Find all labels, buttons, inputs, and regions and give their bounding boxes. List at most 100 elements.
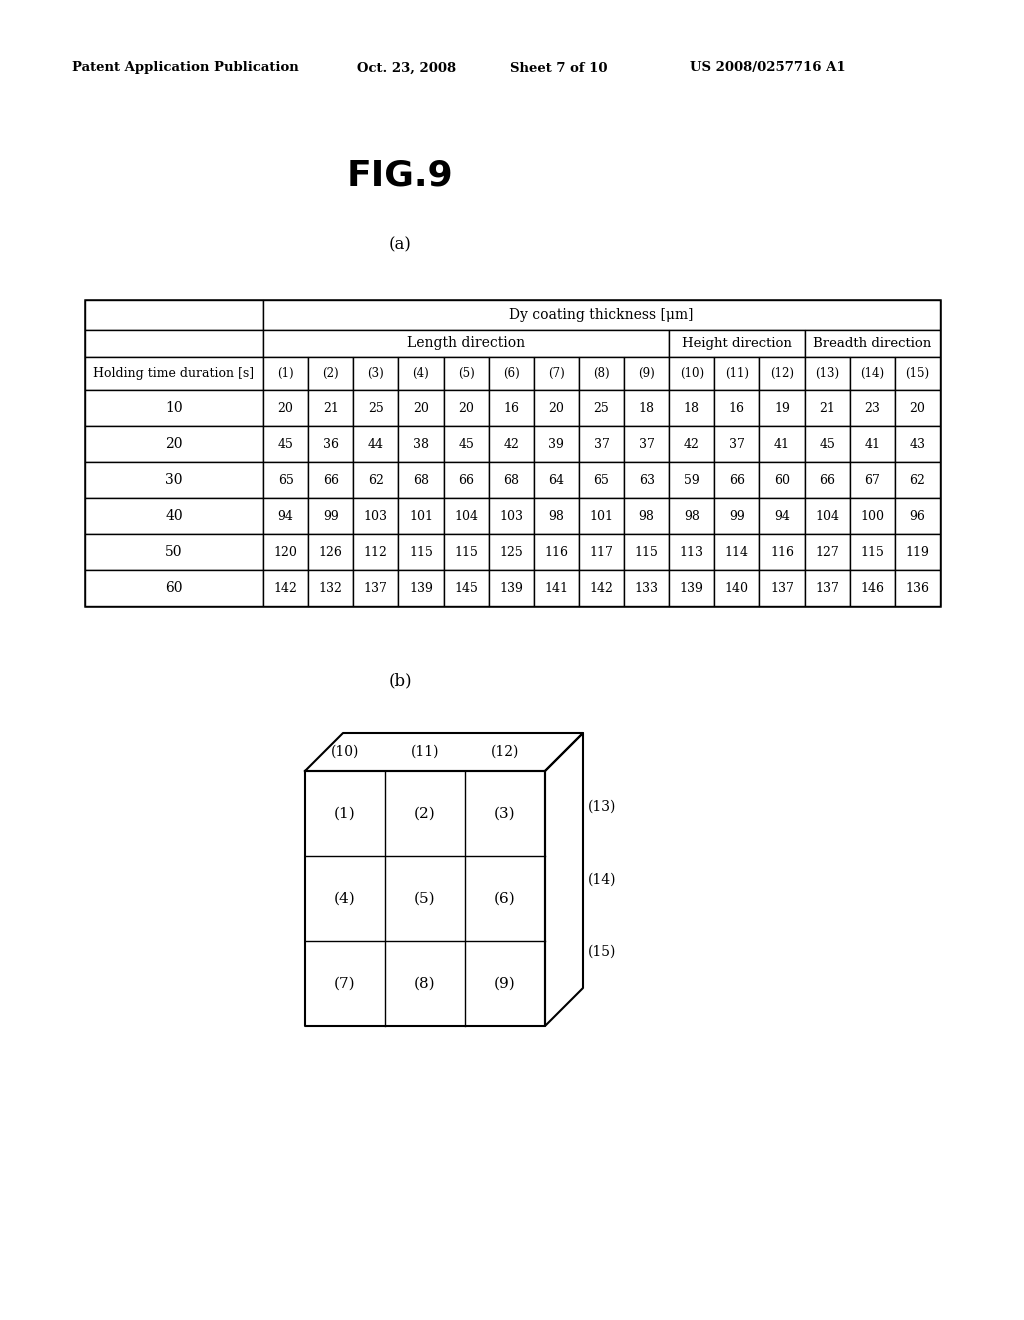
Bar — [715, 570, 760, 606]
Text: Patent Application Publication: Patent Application Publication — [72, 62, 299, 74]
Bar — [624, 462, 670, 498]
Bar — [850, 462, 895, 498]
Text: 98: 98 — [549, 510, 564, 523]
Text: 66: 66 — [729, 474, 744, 487]
Text: (11): (11) — [725, 367, 749, 380]
Bar — [895, 426, 940, 462]
Bar — [85, 498, 263, 535]
Text: (9): (9) — [495, 977, 516, 990]
Bar — [443, 498, 488, 535]
Bar — [263, 498, 308, 535]
Bar — [805, 330, 940, 356]
Text: 66: 66 — [458, 474, 474, 487]
Polygon shape — [305, 733, 583, 771]
Text: 42: 42 — [684, 437, 699, 450]
Text: (3): (3) — [368, 367, 384, 380]
Text: (4): (4) — [413, 367, 429, 380]
Bar — [895, 389, 940, 426]
Text: 117: 117 — [590, 545, 613, 558]
Text: 137: 137 — [770, 582, 794, 594]
Text: 45: 45 — [819, 437, 836, 450]
Text: 37: 37 — [729, 437, 744, 450]
Text: 41: 41 — [774, 437, 791, 450]
Bar — [760, 426, 805, 462]
Bar — [534, 356, 579, 389]
Text: 98: 98 — [639, 510, 654, 523]
Bar — [263, 426, 308, 462]
Text: 21: 21 — [819, 401, 836, 414]
Bar — [850, 535, 895, 570]
Bar — [624, 389, 670, 426]
Polygon shape — [545, 733, 583, 1026]
Bar — [308, 498, 353, 535]
Text: 36: 36 — [323, 437, 339, 450]
Bar — [85, 570, 263, 606]
Text: Sheet 7 of 10: Sheet 7 of 10 — [510, 62, 607, 74]
Text: 120: 120 — [273, 545, 298, 558]
Text: FIG.9: FIG.9 — [347, 158, 454, 191]
Text: (1): (1) — [334, 807, 356, 821]
Bar — [534, 389, 579, 426]
Bar — [760, 356, 805, 389]
Text: 37: 37 — [639, 437, 654, 450]
Text: (1): (1) — [278, 367, 294, 380]
Bar — [398, 498, 443, 535]
Bar — [85, 389, 263, 426]
Bar — [488, 389, 534, 426]
Text: Length direction: Length direction — [407, 337, 525, 351]
Bar — [353, 535, 398, 570]
Bar — [805, 426, 850, 462]
Bar — [85, 462, 263, 498]
Text: (8): (8) — [414, 977, 436, 990]
Text: 20: 20 — [458, 401, 474, 414]
Text: (11): (11) — [411, 744, 439, 759]
Text: 45: 45 — [278, 437, 294, 450]
Bar — [715, 535, 760, 570]
Bar — [850, 356, 895, 389]
Bar — [85, 300, 263, 330]
Text: 63: 63 — [639, 474, 654, 487]
Text: 21: 21 — [323, 401, 339, 414]
Text: 99: 99 — [323, 510, 339, 523]
Bar — [670, 462, 715, 498]
Bar — [85, 535, 263, 570]
Bar — [850, 389, 895, 426]
Text: 23: 23 — [864, 401, 881, 414]
Bar — [760, 570, 805, 606]
Bar — [670, 535, 715, 570]
Text: (4): (4) — [334, 891, 356, 906]
Bar — [670, 330, 805, 356]
Bar — [443, 389, 488, 426]
Text: 103: 103 — [364, 510, 388, 523]
Bar — [263, 389, 308, 426]
Text: 41: 41 — [864, 437, 881, 450]
Text: 115: 115 — [409, 545, 433, 558]
Text: 112: 112 — [364, 545, 388, 558]
Text: (3): (3) — [495, 807, 516, 821]
Text: 98: 98 — [684, 510, 699, 523]
Bar — [624, 570, 670, 606]
Text: (13): (13) — [815, 367, 840, 380]
Bar — [805, 356, 850, 389]
Bar — [263, 570, 308, 606]
Bar — [398, 535, 443, 570]
Bar — [579, 462, 624, 498]
Bar — [805, 389, 850, 426]
Bar — [850, 498, 895, 535]
Bar — [398, 426, 443, 462]
Text: 137: 137 — [364, 582, 388, 594]
Bar — [398, 356, 443, 389]
Bar — [488, 426, 534, 462]
Text: 132: 132 — [318, 582, 343, 594]
Bar — [353, 570, 398, 606]
Bar — [308, 570, 353, 606]
Text: 104: 104 — [454, 510, 478, 523]
Bar — [805, 535, 850, 570]
Text: 67: 67 — [864, 474, 881, 487]
Bar — [760, 535, 805, 570]
Text: 16: 16 — [729, 401, 744, 414]
Text: (2): (2) — [323, 367, 339, 380]
Bar — [760, 389, 805, 426]
Bar — [263, 462, 308, 498]
Text: 126: 126 — [318, 545, 343, 558]
